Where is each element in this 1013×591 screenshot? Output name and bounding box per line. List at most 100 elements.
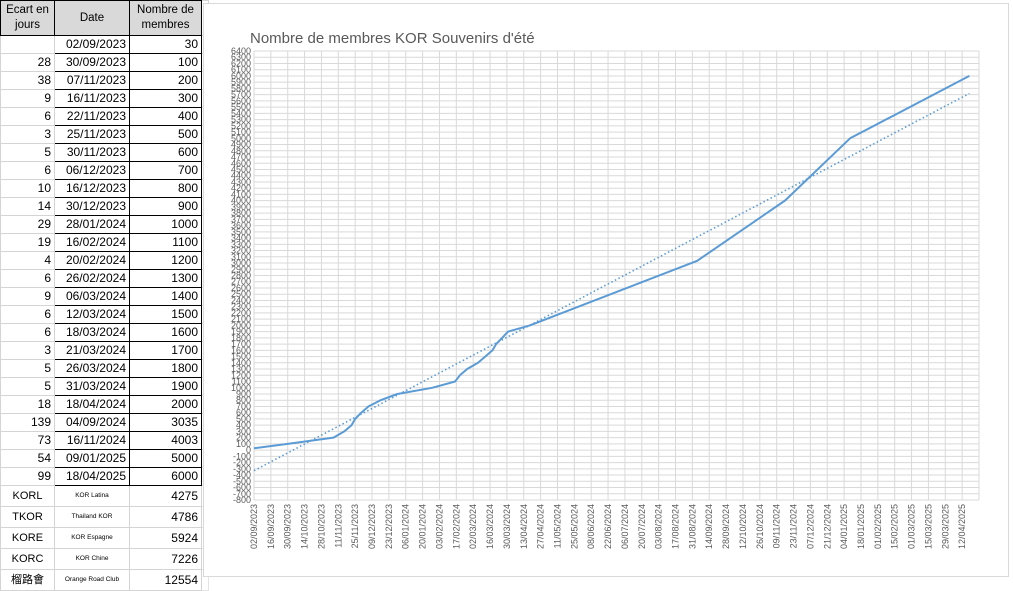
gap-days-cell[interactable]: 9 (0, 287, 55, 306)
date-cell[interactable]: 18/04/2024 (54, 395, 130, 414)
gap-days-cell[interactable]: 3 (0, 341, 55, 360)
date-cell[interactable]: 18/04/2025 (54, 467, 130, 486)
gap-days-cell[interactable]: 18 (0, 395, 55, 414)
members-cell[interactable]: 200 (129, 71, 202, 90)
members-cell[interactable]: 100 (129, 53, 202, 72)
date-cell[interactable]: 28/01/2024 (54, 215, 130, 234)
gap-days-cell[interactable]: 29 (0, 215, 55, 234)
club-code-cell[interactable]: KORC (0, 548, 55, 570)
gap-days-cell[interactable]: 6 (0, 305, 55, 324)
date-cell[interactable]: 16/11/2023 (54, 89, 130, 108)
date-cell[interactable]: 20/02/2024 (54, 251, 130, 270)
gap-days-cell[interactable]: 5 (0, 377, 55, 396)
gap-days-cell[interactable]: 139 (0, 413, 55, 432)
club-code-cell[interactable]: KORE (0, 527, 55, 549)
date-cell[interactable]: 16/12/2023 (54, 179, 130, 198)
gap-days-cell[interactable]: 54 (0, 449, 55, 468)
date-cell[interactable]: 25/11/2023 (54, 125, 130, 144)
gap-days-cell[interactable]: 5 (0, 143, 55, 162)
members-cell[interactable]: 400 (129, 107, 202, 126)
club-members-cell[interactable]: 7226 (129, 548, 202, 570)
club-name-cell[interactable]: Thailand KOR (54, 506, 130, 528)
members-cell[interactable]: 6000 (129, 467, 202, 486)
date-cell[interactable]: 30/12/2023 (54, 197, 130, 216)
date-cell[interactable]: 06/03/2024 (54, 287, 130, 306)
gap-days-cell[interactable]: 6 (0, 107, 55, 126)
members-cell[interactable]: 800 (129, 179, 202, 198)
members-cell[interactable]: 1700 (129, 341, 202, 360)
header-date[interactable]: Date (54, 0, 130, 36)
gap-days-cell[interactable]: 28 (0, 53, 55, 72)
members-cell[interactable]: 2000 (129, 395, 202, 414)
members-cell[interactable]: 1200 (129, 251, 202, 270)
date-cell[interactable]: 09/01/2025 (54, 449, 130, 468)
gap-days-cell[interactable]: 6 (0, 269, 55, 288)
header-ecart[interactable]: Ecart en jours (0, 0, 55, 36)
members-cell[interactable]: 1300 (129, 269, 202, 288)
chart-area[interactable]: -800 -700 -600 -500 -400 -300 -200 -100 0 100 200 3… (203, 3, 1009, 577)
gap-days-cell[interactable]: 4 (0, 251, 55, 270)
gap-days-cell[interactable]: 14 (0, 197, 55, 216)
gap-days-cell[interactable]: 19 (0, 233, 55, 252)
date-cell[interactable]: 16/02/2024 (54, 233, 130, 252)
x-tick-label: 14/10/2023 (300, 504, 310, 549)
club-members-cell[interactable]: 4786 (129, 506, 202, 528)
gap-days-cell[interactable]: 6 (0, 323, 55, 342)
gap-days-cell[interactable]: 99 (0, 467, 55, 486)
date-cell[interactable]: 21/03/2024 (54, 341, 130, 360)
date-cell[interactable]: 18/03/2024 (54, 323, 130, 342)
members-cell[interactable]: 1600 (129, 323, 202, 342)
club-code-cell[interactable]: KORL (0, 485, 55, 507)
gap-days-cell[interactable] (0, 35, 55, 54)
members-cell[interactable]: 500 (129, 125, 202, 144)
members-cell[interactable]: 3035 (129, 413, 202, 432)
members-cell[interactable]: 5000 (129, 449, 202, 468)
club-members-cell[interactable]: 12554 (129, 569, 202, 591)
club-name-cell[interactable]: KOR Espagne (54, 527, 130, 549)
date-cell[interactable]: 07/11/2023 (54, 71, 130, 90)
members-cell[interactable]: 600 (129, 143, 202, 162)
members-cell[interactable]: 4003 (129, 431, 202, 450)
members-cell[interactable]: 300 (129, 89, 202, 108)
gap-days-cell[interactable]: 73 (0, 431, 55, 450)
club-name-cell[interactable]: Orange Road Club (54, 569, 130, 591)
gap-days-cell[interactable]: 6 (0, 161, 55, 180)
date-cell[interactable]: 06/12/2023 (54, 161, 130, 180)
gap-days-cell[interactable]: 9 (0, 89, 55, 108)
chart-title: Nombre de membres KOR Souvenirs d'été (250, 30, 535, 47)
table-row: 5 31/03/2024 1900 (0, 377, 209, 396)
members-cell[interactable]: 30 (129, 35, 202, 54)
members-cell[interactable]: 1500 (129, 305, 202, 324)
club-name-cell[interactable]: KOR Chine (54, 548, 130, 570)
gap-days-cell[interactable]: 3 (0, 125, 55, 144)
date-cell[interactable]: 31/03/2024 (54, 377, 130, 396)
date-cell[interactable]: 02/09/2023 (54, 35, 130, 54)
club-name-cell[interactable]: KOR Latina (54, 485, 130, 507)
date-cell[interactable]: 04/09/2024 (54, 413, 130, 432)
date-cell[interactable]: 26/02/2024 (54, 269, 130, 288)
gap-days-cell[interactable]: 38 (0, 71, 55, 90)
x-tick-label: 14/09/2024 (704, 504, 714, 549)
date-cell[interactable]: 12/03/2024 (54, 305, 130, 324)
x-tick-label: 23/11/2024 (789, 504, 799, 548)
members-cell[interactable]: 1000 (129, 215, 202, 234)
club-code-cell[interactable]: 榴路會 (0, 569, 55, 591)
members-cell[interactable]: 1100 (129, 233, 202, 252)
members-cell[interactable]: 1900 (129, 377, 202, 396)
y-tick-label: 2000 (231, 320, 251, 330)
members-cell[interactable]: 1800 (129, 359, 202, 378)
date-cell[interactable]: 16/11/2024 (54, 431, 130, 450)
gap-days-cell[interactable]: 10 (0, 179, 55, 198)
date-cell[interactable]: 30/09/2023 (54, 53, 130, 72)
date-cell[interactable]: 30/11/2023 (54, 143, 130, 162)
club-code-cell[interactable]: TKOR (0, 506, 55, 528)
members-cell[interactable]: 700 (129, 161, 202, 180)
gap-days-cell[interactable]: 5 (0, 359, 55, 378)
club-members-cell[interactable]: 5924 (129, 527, 202, 549)
date-cell[interactable]: 26/03/2024 (54, 359, 130, 378)
members-cell[interactable]: 1400 (129, 287, 202, 306)
members-cell[interactable]: 900 (129, 197, 202, 216)
date-cell[interactable]: 22/11/2023 (54, 107, 130, 126)
club-members-cell[interactable]: 4275 (129, 485, 202, 507)
header-membres[interactable]: Nombre de membres (129, 0, 202, 36)
